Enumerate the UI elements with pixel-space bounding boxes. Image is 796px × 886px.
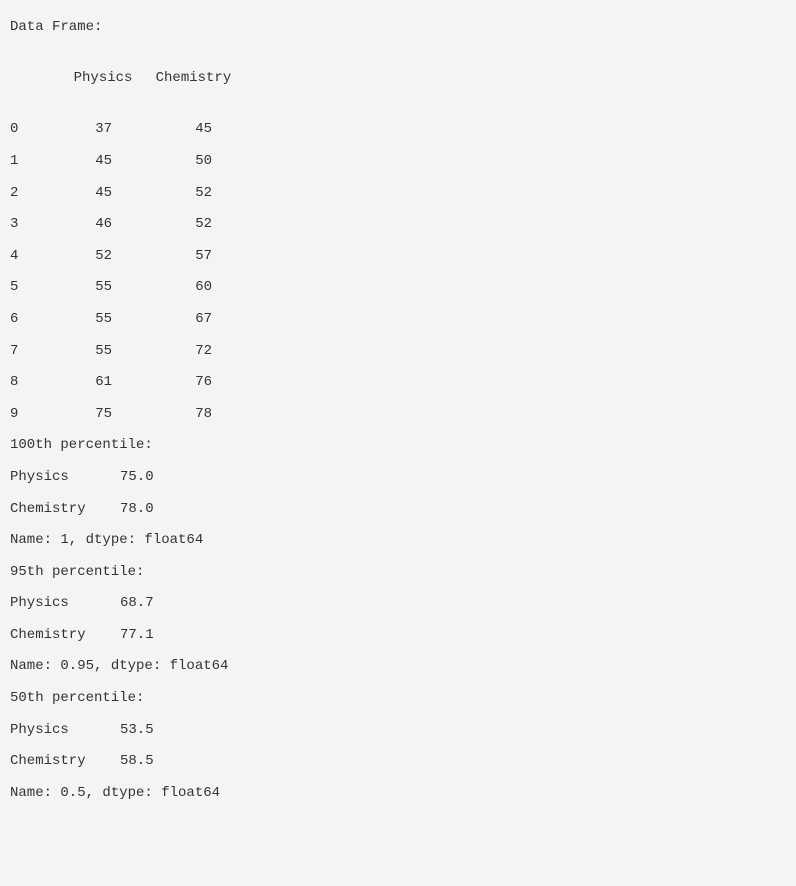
percentile-physics-row: Physics75.0 — [10, 462, 786, 494]
physics-value: 45 — [40, 152, 112, 172]
percentile-title: 95th percentile: — [10, 557, 786, 589]
physics-value: 75 — [40, 405, 112, 425]
chemistry-value: 57 — [122, 247, 212, 267]
table-row: 0 37 45 — [10, 114, 786, 146]
physics-value: 52 — [40, 247, 112, 267]
table-row: 4 52 57 — [10, 241, 786, 273]
row-index: 2 — [10, 184, 30, 204]
percentile-chemistry-label: Chemistry — [10, 626, 120, 646]
table-row: 7 55 72 — [10, 336, 786, 368]
table-row: 3 46 52 — [10, 209, 786, 241]
col-header-physics: Physics — [74, 69, 146, 89]
percentile-chemistry-row: Chemistry58.5 — [10, 746, 786, 778]
percentile-physics-label: Physics — [10, 468, 120, 488]
row-index: 1 — [10, 152, 30, 172]
row-index: 4 — [10, 247, 30, 267]
table-row: 55560 — [10, 272, 786, 304]
percentile-chemistry-row: Chemistry77.1 — [10, 620, 786, 652]
table-row: 9 75 78 — [10, 399, 786, 431]
percentile-physics-value: 68.7 — [120, 594, 170, 614]
percentile-physics-label: Physics — [10, 594, 120, 614]
row-index: 5 — [10, 278, 30, 298]
chemistry-value: 50 — [122, 152, 212, 172]
table-row: 6 55 67 — [10, 304, 786, 336]
percentile-chemistry-label: Chemistry — [10, 752, 120, 772]
table-row: 1 45 50 — [10, 146, 786, 178]
physics-value: 61 — [40, 373, 112, 393]
percentile-physics-value: 75.0 — [120, 468, 170, 488]
percentile-chemistry-value: 77.1 — [120, 626, 170, 646]
percentile-physics-value: 53.5 — [120, 721, 170, 741]
row-index: 8 — [10, 373, 30, 393]
percentile-physics-label: Physics — [10, 721, 120, 741]
percentile-chemistry-value: 58.5 — [120, 752, 170, 772]
percentile-title: 100th percentile: — [10, 430, 786, 462]
row-index: 0 — [10, 120, 30, 140]
percentile-chemistry-row: Chemistry78.0 — [10, 494, 786, 526]
chemistry-value: 60 — [122, 278, 212, 298]
physics-value: 55 — [40, 278, 112, 298]
output-block: Data Frame: PhysicsChemistry 03745145502… — [0, 0, 796, 821]
chemistry-value: 45 — [122, 120, 212, 140]
physics-value: 55 — [40, 342, 112, 362]
chemistry-value: 67 — [122, 310, 212, 330]
row-index: 6 — [10, 310, 30, 330]
chemistry-value: 76 — [122, 373, 212, 393]
physics-value: 55 — [40, 310, 112, 330]
column-header-row: Physics Chemistry — [10, 44, 786, 115]
percentile-physics-row: Physics53.5 — [10, 715, 786, 747]
percentile-name-dtype: Name: 0.95, dtype: float64 — [10, 651, 786, 683]
chemistry-value: 52 — [122, 215, 212, 235]
row-index: 3 — [10, 215, 30, 235]
percentile-physics-row: Physics68.7 — [10, 588, 786, 620]
percentile-name-dtype: Name: 1, dtype: float64 — [10, 525, 786, 557]
percentile-chemistry-label: Chemistry — [10, 500, 120, 520]
col-header-chemistry: Chemistry — [156, 69, 246, 89]
chemistry-value: 52 — [122, 184, 212, 204]
physics-value: 45 — [40, 184, 112, 204]
dataframe-title: Data Frame: — [10, 12, 786, 44]
row-index: 7 — [10, 342, 30, 362]
row-index: 9 — [10, 405, 30, 425]
table-row: 2 45 52 — [10, 178, 786, 210]
chemistry-value: 72 — [122, 342, 212, 362]
percentile-title: 50th percentile: — [10, 683, 786, 715]
table-row: 8 61 76 — [10, 367, 786, 399]
percentile-chemistry-value: 78.0 — [120, 500, 170, 520]
chemistry-value: 78 — [122, 405, 212, 425]
percentile-name-dtype: Name: 0.5, dtype: float64 — [10, 778, 786, 810]
physics-value: 46 — [40, 215, 112, 235]
physics-value: 37 — [40, 120, 112, 140]
